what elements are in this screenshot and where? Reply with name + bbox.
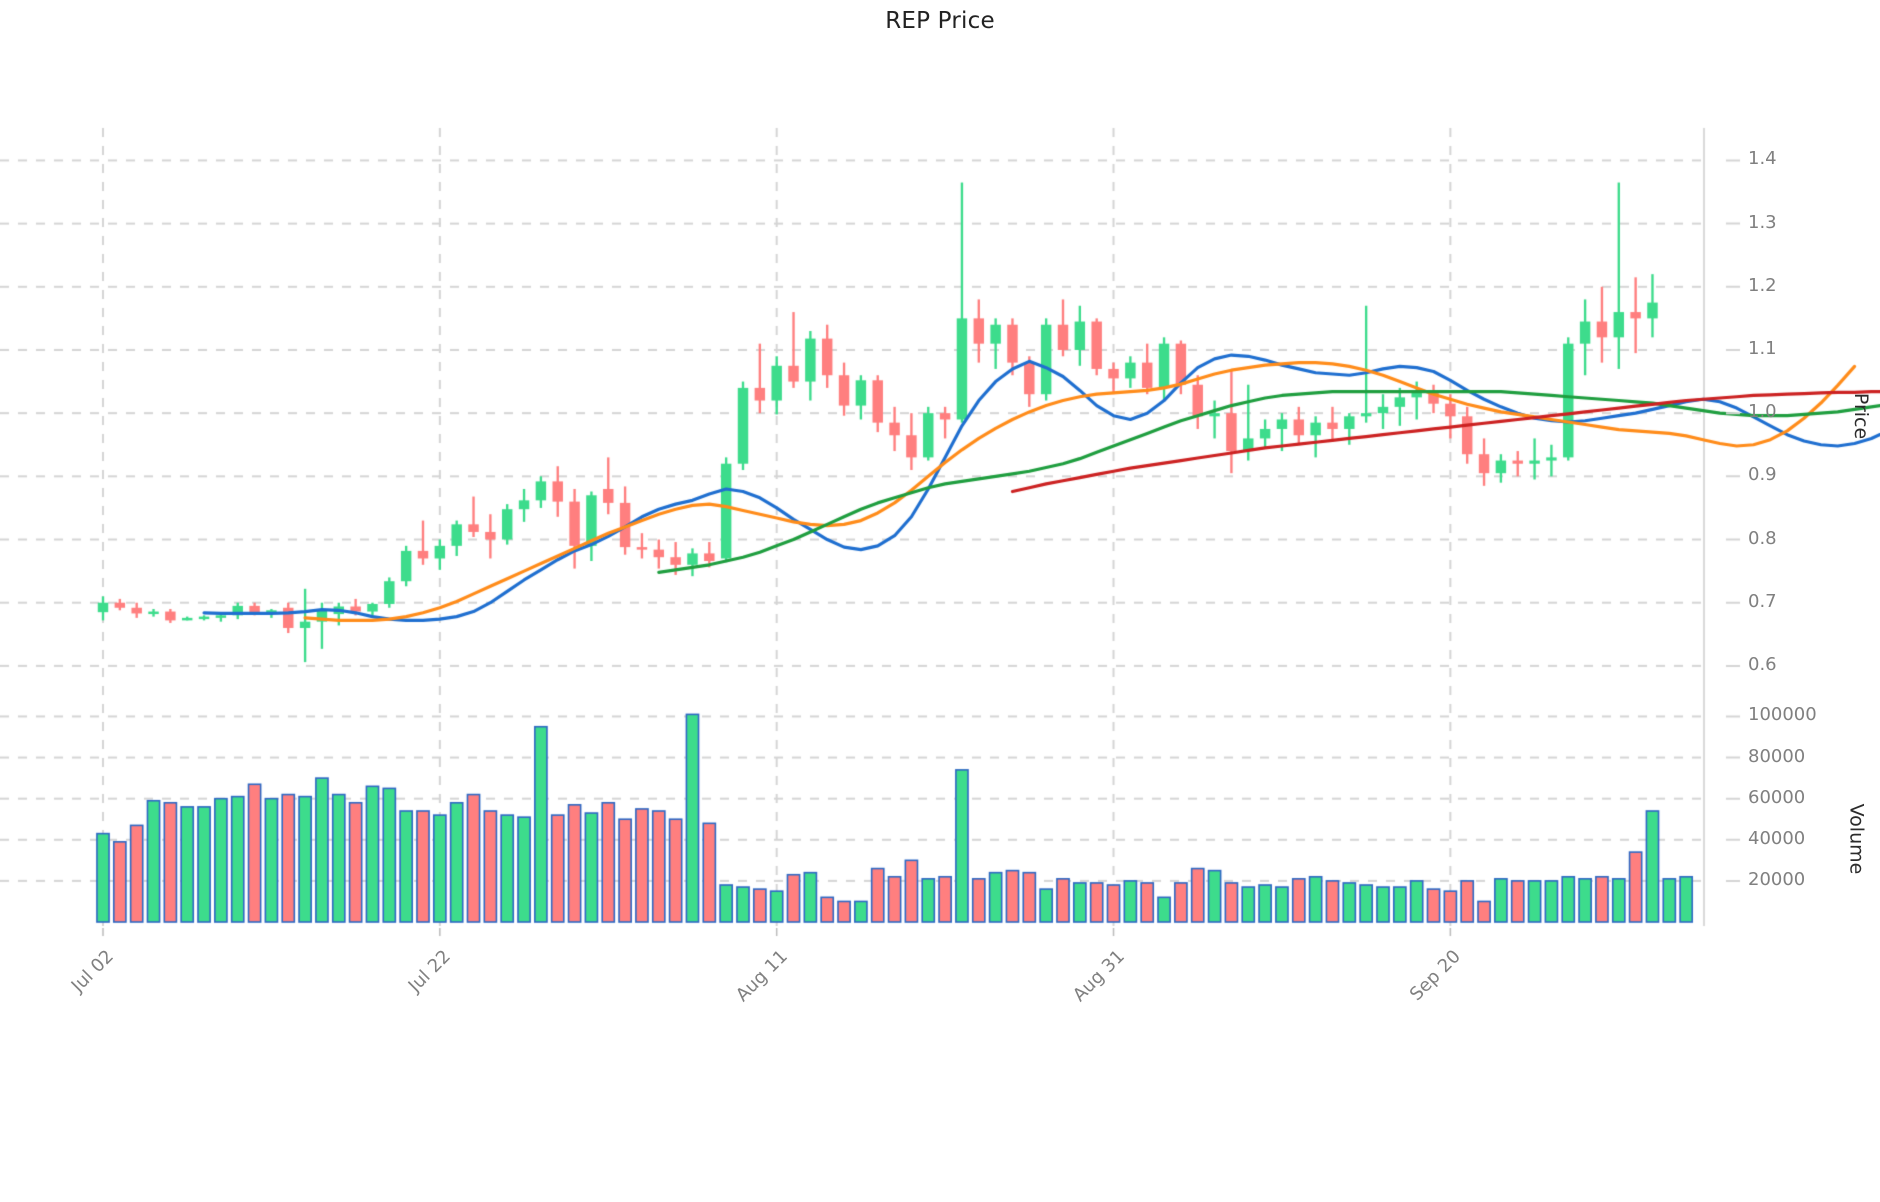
volume-axis-label: Volume: [1845, 803, 1868, 875]
price-axis-label: Price: [1849, 392, 1872, 440]
chart-title: REP Price: [885, 8, 995, 34]
